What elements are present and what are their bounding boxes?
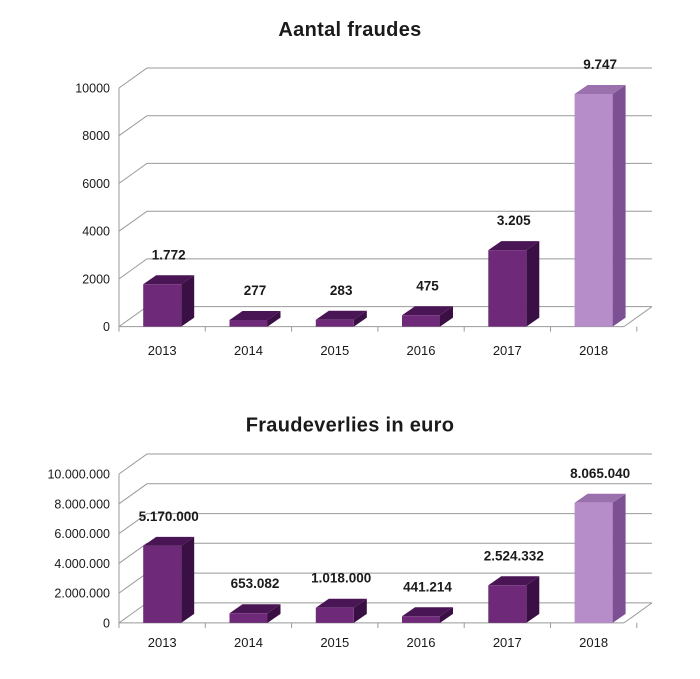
svg-text:6000: 6000 [82,177,110,191]
svg-text:8.000.000: 8.000.000 [54,497,110,511]
svg-text:0: 0 [103,616,110,630]
svg-text:Fraudeverlies in euro: Fraudeverlies in euro [246,414,455,436]
svg-text:10000: 10000 [75,82,110,96]
svg-text:2017: 2017 [493,343,522,358]
svg-text:2.000.000: 2.000.000 [54,587,110,601]
svg-text:2000: 2000 [82,272,110,286]
svg-text:6.000.000: 6.000.000 [54,527,110,541]
svg-text:1.772: 1.772 [152,247,186,262]
svg-text:2016: 2016 [407,635,436,650]
svg-text:2015: 2015 [320,343,349,358]
svg-text:2013: 2013 [148,635,177,650]
svg-text:2014: 2014 [234,635,263,650]
svg-text:441.214: 441.214 [403,579,452,594]
svg-text:5.170.000: 5.170.000 [139,509,199,524]
svg-text:3.205: 3.205 [497,213,531,228]
svg-text:4.000.000: 4.000.000 [54,557,110,571]
svg-text:653.082: 653.082 [231,576,280,591]
svg-text:2.524.332: 2.524.332 [484,548,544,563]
svg-text:2013: 2013 [148,343,177,358]
svg-text:9.747: 9.747 [583,57,617,72]
svg-text:283: 283 [330,283,353,298]
svg-text:Aantal fraudes: Aantal fraudes [278,19,421,41]
svg-text:2016: 2016 [407,343,436,358]
svg-text:475: 475 [416,278,439,293]
svg-text:0: 0 [103,320,110,334]
svg-text:277: 277 [244,283,267,298]
svg-text:8000: 8000 [82,129,110,143]
svg-text:2018: 2018 [579,635,608,650]
svg-text:4000: 4000 [82,225,110,239]
svg-text:10.000.000: 10.000.000 [47,468,110,482]
svg-text:8.065.040: 8.065.040 [570,466,630,481]
svg-text:1.018.000: 1.018.000 [311,571,371,586]
svg-text:2015: 2015 [320,635,349,650]
svg-text:2017: 2017 [493,635,522,650]
svg-text:2014: 2014 [234,343,263,358]
svg-text:2018: 2018 [579,343,608,358]
